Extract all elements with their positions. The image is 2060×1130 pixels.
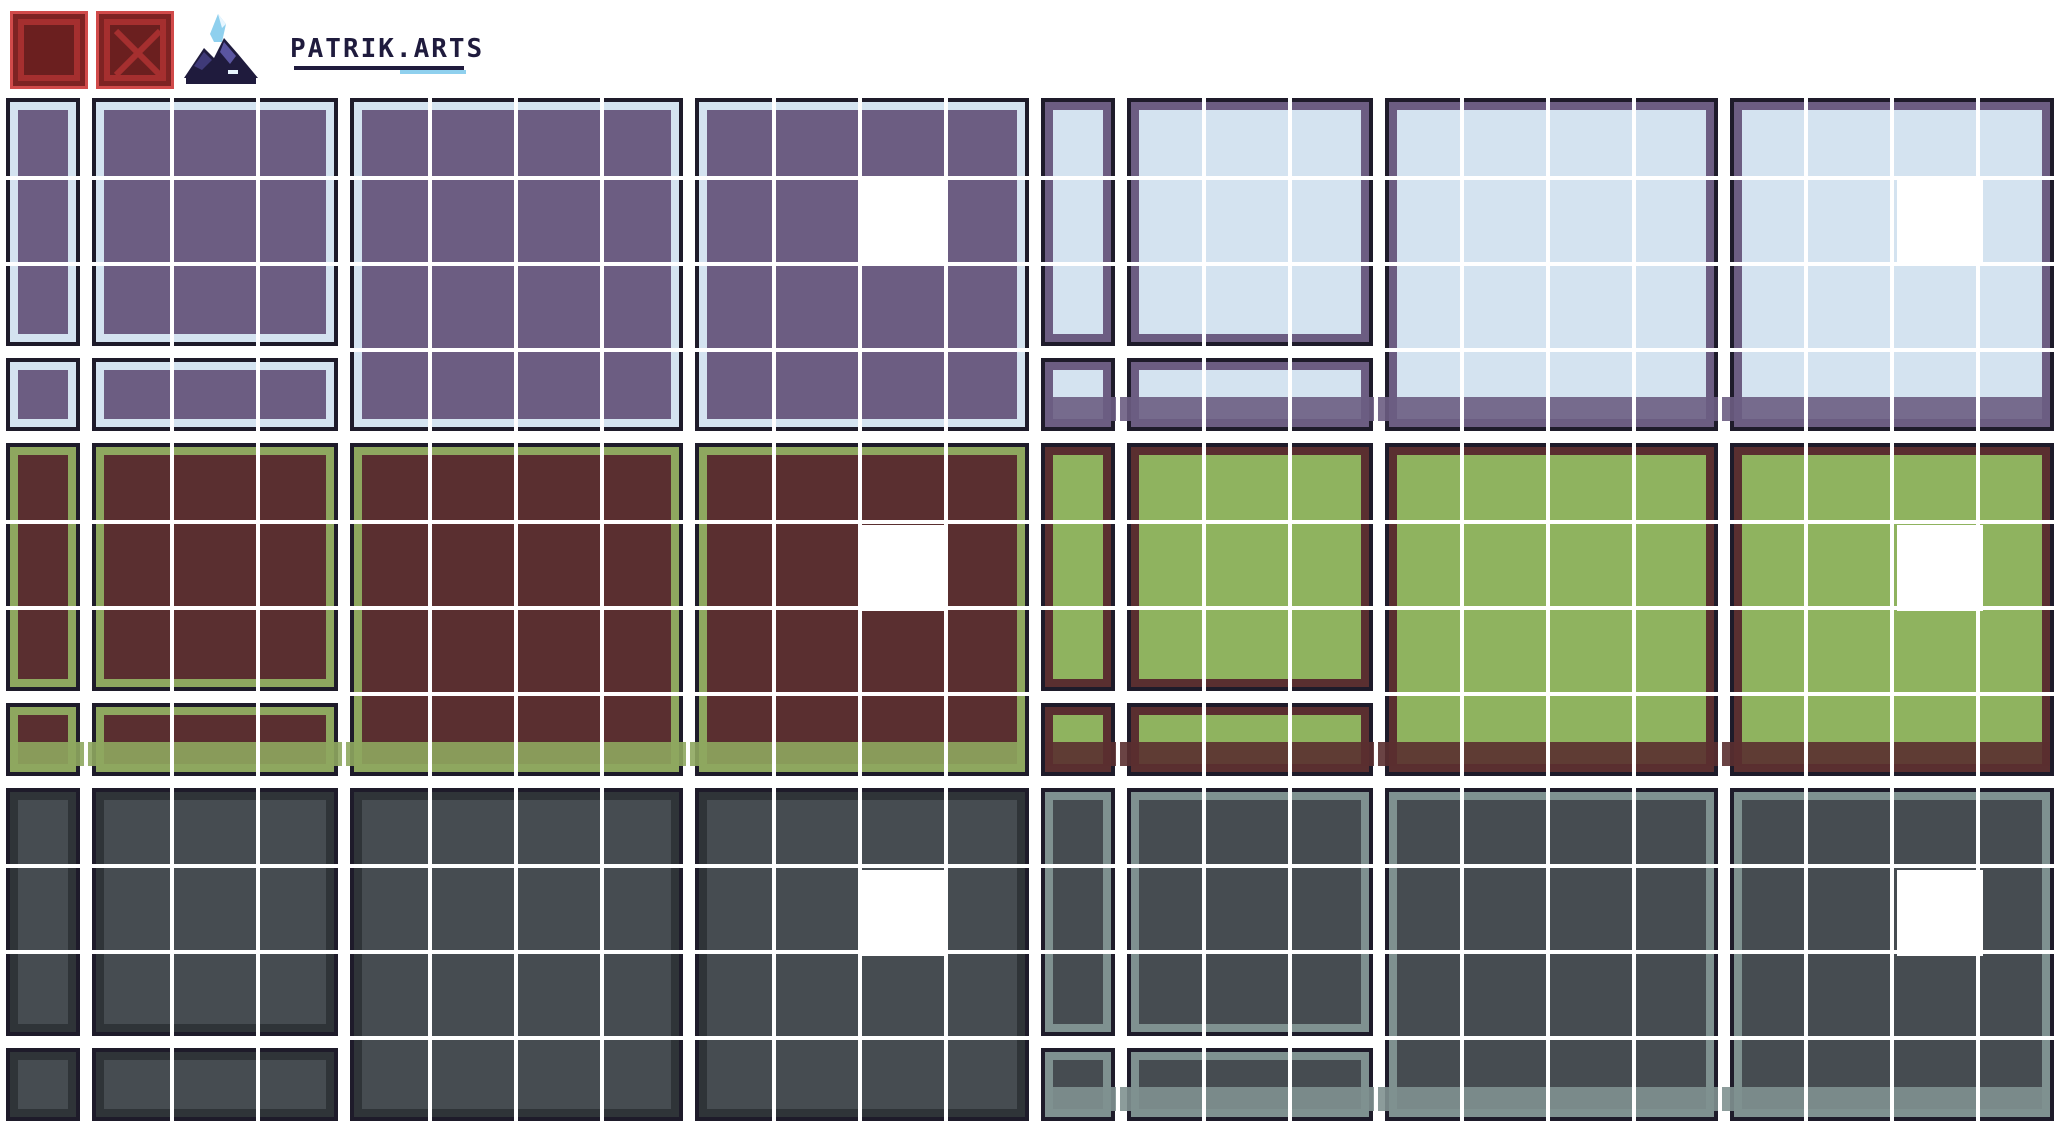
- grid-line-vertical: [1890, 92, 1894, 1130]
- grid-line-vertical: [1546, 92, 1550, 1130]
- grid-line-vertical: [686, 92, 690, 1130]
- brand-underline: [294, 66, 464, 70]
- grid-line-horizontal: [0, 262, 2060, 266]
- grid-line-horizontal: [0, 864, 2060, 868]
- stone-castle-platform-strip-fill: [104, 370, 326, 419]
- grid-line-vertical: [600, 92, 604, 1130]
- dark-stone-platform-strip-fill: [104, 1060, 326, 1109]
- stone-castle-narrow-column-fill: [18, 110, 68, 334]
- grid-line-vertical: [1632, 92, 1636, 1130]
- grid-line-horizontal: [0, 606, 2060, 610]
- grid-line-vertical: [1374, 92, 1378, 1130]
- dark-stone-room-block-fill: [104, 800, 326, 1024]
- x-mark-icon: [110, 25, 163, 78]
- grid-line-vertical: [256, 92, 260, 1130]
- grid-line-vertical: [944, 92, 948, 1130]
- grid-line-vertical: [1202, 92, 1206, 1130]
- grid-line-vertical: [858, 92, 862, 1130]
- grid-line-horizontal: [0, 520, 2060, 524]
- dark-stone-narrow-column-fill: [18, 800, 68, 1024]
- grid-line-vertical: [1288, 92, 1292, 1130]
- tileset-header: PATRIK.ARTS: [0, 0, 2060, 92]
- section-separator: [1031, 92, 1039, 1130]
- tileset-sheet: [0, 92, 2060, 1130]
- grid-line-horizontal: [0, 1122, 2060, 1126]
- row-separator: [0, 778, 2060, 786]
- stone-castle-blank-tile: [862, 180, 948, 266]
- grid-line-vertical: [772, 92, 776, 1130]
- stone-castle-single-tile-fill: [18, 370, 68, 419]
- grid-line-horizontal: [0, 1036, 2060, 1040]
- grid-line-vertical: [1116, 92, 1120, 1130]
- grid-line-vertical: [428, 92, 432, 1130]
- grass-narrow-column-fill: [1053, 455, 1103, 679]
- snow-room-block-fill: [1139, 110, 1361, 334]
- red-crossed-tile: [96, 11, 174, 89]
- grid-line-vertical: [1718, 92, 1722, 1130]
- grid-line-vertical: [1460, 92, 1464, 1130]
- dark-stone-blank-tile: [862, 870, 948, 956]
- solid-tile-icon: [24, 25, 74, 75]
- grass-room-block-fill: [1139, 455, 1361, 679]
- brand-name: PATRIK.ARTS: [290, 34, 485, 64]
- dark-brick-narrow-column-fill: [1053, 800, 1103, 1024]
- dirt-room-block-fill: [104, 455, 326, 679]
- grid-line-vertical: [84, 92, 88, 1130]
- stone-castle-room-block-fill: [104, 110, 326, 334]
- grid-line-horizontal: [0, 348, 2060, 352]
- row-separator: [0, 433, 2060, 441]
- crystal-mountain-logo-icon: [180, 8, 262, 88]
- tileset-canvas: [0, 92, 2060, 1130]
- snow-narrow-column-fill: [1053, 110, 1103, 334]
- grid-line-horizontal: [0, 692, 2060, 696]
- grid-line-vertical: [342, 92, 346, 1130]
- grid-line-vertical: [1804, 92, 1808, 1130]
- snow-blank-tile: [1897, 180, 1983, 266]
- red-empty-tile: [10, 11, 88, 89]
- dark-brick-blank-tile: [1897, 870, 1983, 956]
- grid-line-vertical: [514, 92, 518, 1130]
- dark-stone-single-tile-fill: [18, 1060, 68, 1109]
- dirt-narrow-column-fill: [18, 455, 68, 679]
- grid-line-vertical: [1976, 92, 1980, 1130]
- brand-underline-accent: [400, 70, 466, 74]
- grass-blank-tile: [1897, 525, 1983, 611]
- grid-line-horizontal: [0, 950, 2060, 954]
- grid-line-vertical: [170, 92, 174, 1130]
- grid-line-horizontal: [0, 176, 2060, 180]
- dark-brick-room-block-fill: [1139, 800, 1361, 1024]
- dark-brick-inner-corners-fill: [1397, 800, 1706, 1109]
- dirt-blank-tile: [862, 525, 948, 611]
